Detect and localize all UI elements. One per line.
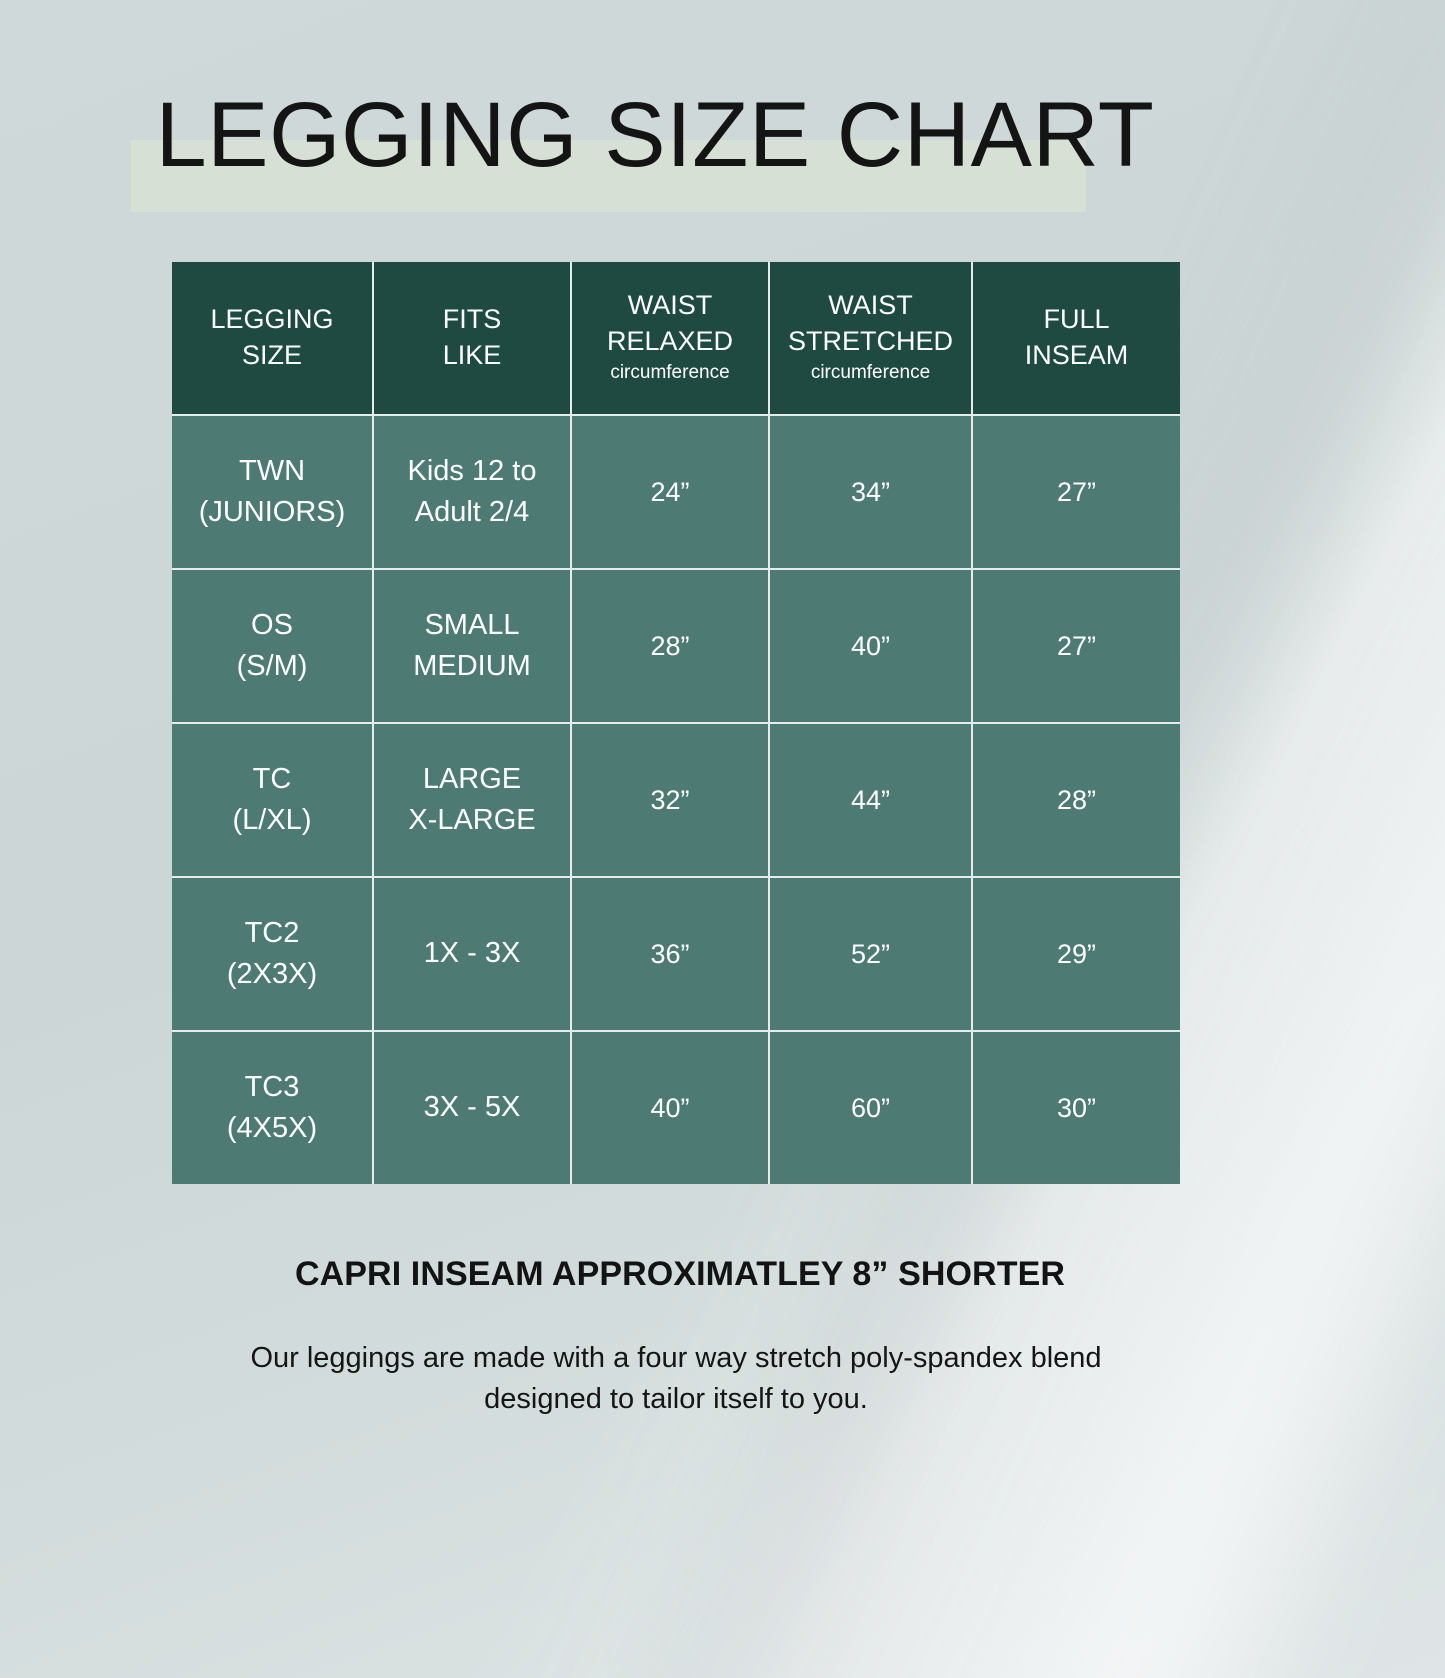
- fits-line-2: X-LARGE: [408, 804, 536, 836]
- cell-fits-like: 3X - 5X: [372, 1030, 570, 1184]
- cell-legging-size: TC2 (2X3X): [172, 876, 372, 1030]
- header-subtitle: circumference: [810, 362, 931, 384]
- size-code: OS: [251, 608, 293, 641]
- size-range: (4X5X): [226, 1112, 318, 1144]
- cell-fits-like: Kids 12 to Adult 2/4: [372, 414, 570, 568]
- fits-line-2: MEDIUM: [413, 650, 531, 682]
- cell-waist-stretched: 40”: [768, 568, 971, 722]
- table-row: TC2 (2X3X) 1X - 3X 36” 52” 29”: [172, 876, 1180, 1030]
- cell-waist-stretched: 52”: [768, 876, 971, 1030]
- cell-legging-size: TWN (JUNIORS): [172, 414, 372, 568]
- fits-line-1: LARGE: [422, 762, 522, 795]
- cell-fits-like: 1X - 3X: [372, 876, 570, 1030]
- header-line-2: RELAXED: [606, 325, 734, 356]
- cell-waist-relaxed: 32”: [570, 722, 768, 876]
- size-range: (S/M): [236, 650, 308, 682]
- cell-full-inseam: 27”: [971, 414, 1180, 568]
- header-line-1: WAIST: [627, 290, 713, 321]
- page-title: LEGGING SIZE CHART: [155, 84, 1155, 186]
- cell-waist-relaxed: 24”: [570, 414, 768, 568]
- fits-line-1: 1X - 3X: [423, 937, 521, 970]
- header-line-2: INSEAM: [1024, 340, 1129, 370]
- header-subtitle: circumference: [610, 362, 730, 384]
- size-range: (2X3X): [226, 958, 318, 990]
- header-line-1: FITS: [442, 304, 502, 335]
- header-line-1: FULL: [1043, 304, 1110, 335]
- column-header-full-inseam: FULL INSEAM: [971, 262, 1180, 414]
- cell-waist-stretched: 34”: [768, 414, 971, 568]
- cell-legging-size: TC3 (4X5X): [172, 1030, 372, 1184]
- header-line-1: LEGGING: [210, 304, 334, 335]
- cell-full-inseam: 27”: [971, 568, 1180, 722]
- title-area: LEGGING SIZE CHART: [0, 78, 1445, 228]
- size-code: TWN: [238, 454, 306, 487]
- legging-size-table: LEGGING SIZE FITS LIKE WAIST RELAXED cir…: [172, 262, 1180, 1184]
- fits-line-1: 3X - 5X: [423, 1091, 521, 1124]
- size-code: TC3: [244, 1070, 300, 1103]
- cell-waist-relaxed: 28”: [570, 568, 768, 722]
- cell-legging-size: TC (L/XL): [172, 722, 372, 876]
- column-header-waist-relaxed: WAIST RELAXED circumference: [570, 262, 768, 414]
- header-line-2: LIKE: [442, 340, 502, 370]
- cell-waist-stretched: 44”: [768, 722, 971, 876]
- table-row: TC (L/XL) LARGE X-LARGE 32” 44” 28”: [172, 722, 1180, 876]
- cell-waist-relaxed: 40”: [570, 1030, 768, 1184]
- cell-waist-stretched: 60”: [768, 1030, 971, 1184]
- column-header-legging-size: LEGGING SIZE: [172, 262, 372, 414]
- size-range: (L/XL): [232, 804, 312, 836]
- cell-fits-like: SMALL MEDIUM: [372, 568, 570, 722]
- header-line-2: STRETCHED: [787, 325, 953, 356]
- capri-inseam-note: CAPRI INSEAM APPROXIMATLEY 8” SHORTER: [294, 1255, 1066, 1293]
- column-header-fits-like: FITS LIKE: [372, 262, 570, 414]
- table-row: OS (S/M) SMALL MEDIUM 28” 40” 27”: [172, 568, 1180, 722]
- fabric-description-line-2: designed to tailor itself to you.: [484, 1383, 868, 1416]
- table-row: TWN (JUNIORS) Kids 12 to Adult 2/4 24” 3…: [172, 414, 1180, 568]
- cell-legging-size: OS (S/M): [172, 568, 372, 722]
- header-line-1: WAIST: [828, 290, 913, 321]
- title-highlight-band: [131, 140, 1086, 212]
- fabric-description: Our leggings are made with a four way st…: [0, 1338, 1352, 1420]
- cell-full-inseam: 28”: [971, 722, 1180, 876]
- size-range: (JUNIORS): [198, 496, 346, 528]
- cell-waist-relaxed: 36”: [570, 876, 768, 1030]
- fits-line-2: Adult 2/4: [414, 496, 530, 528]
- table-header-row: LEGGING SIZE FITS LIKE WAIST RELAXED cir…: [172, 262, 1180, 414]
- size-code: TC: [252, 762, 292, 795]
- fits-line-1: Kids 12 to: [407, 454, 537, 487]
- cell-full-inseam: 29”: [971, 876, 1180, 1030]
- header-line-2: SIZE: [241, 340, 302, 370]
- size-code: TC2: [244, 916, 300, 949]
- column-header-waist-stretched: WAIST STRETCHED circumference: [768, 262, 971, 414]
- cell-full-inseam: 30”: [971, 1030, 1180, 1184]
- table-row: TC3 (4X5X) 3X - 5X 40” 60” 30”: [172, 1030, 1180, 1184]
- fabric-description-line-1: Our leggings are made with a four way st…: [250, 1342, 1102, 1374]
- fits-line-1: SMALL: [424, 608, 520, 641]
- cell-fits-like: LARGE X-LARGE: [372, 722, 570, 876]
